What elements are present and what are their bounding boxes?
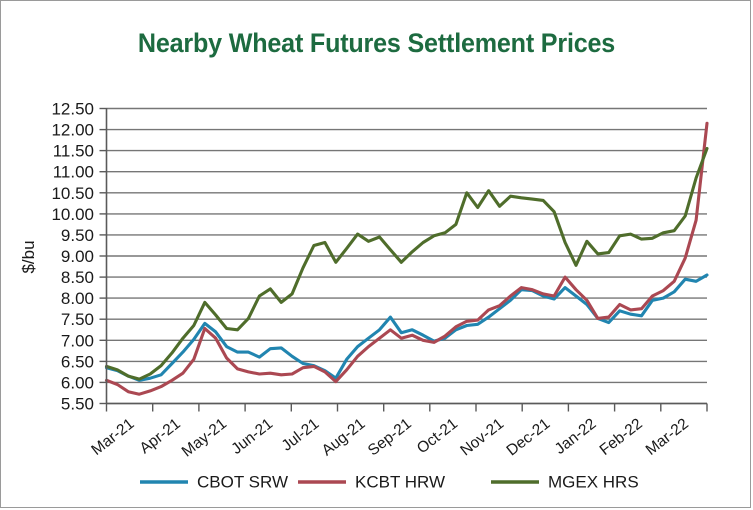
series-line-kcbt-hrw — [104, 121, 709, 396]
y-tick-label: 8.00 — [61, 289, 94, 308]
y-tick-label: 12.50 — [51, 100, 94, 119]
x-tick-label: Dec-21 — [504, 415, 554, 459]
y-tick-label: 7.50 — [61, 310, 94, 329]
y-axis-tick-labels: 12.50 12.00 11.50 11.00 10.50 10.00 9.50 9.00 8.… — [51, 100, 94, 414]
x-tick-label: Aug-21 — [319, 415, 369, 459]
data-series-lines — [104, 121, 709, 396]
series-line-mgex-hrs — [104, 146, 709, 381]
x-axis-tick-marks — [105, 403, 708, 412]
y-tick-label: 10.50 — [51, 184, 94, 203]
y-axis-title: $/bu — [19, 240, 38, 273]
legend-label-cbot-srw: CBOT SRW — [197, 472, 288, 491]
chart-legend: CBOT SRW KCBT HRW MGEX HRS — [140, 472, 639, 491]
gridlines — [99, 107, 707, 405]
x-tick-label: Jan-22 — [552, 415, 600, 458]
legend-label-kcbt-hrw: KCBT HRW — [355, 472, 445, 491]
y-tick-label: 12.00 — [51, 121, 94, 140]
page-title: Nearby Wheat Futures Settlement Prices — [137, 28, 616, 58]
y-tick-label: 11.00 — [53, 163, 94, 182]
y-tick-label: 6.50 — [61, 352, 94, 371]
y-tick-label: 11.50 — [53, 142, 94, 161]
y-tick-label: 6.00 — [61, 373, 94, 392]
x-tick-label: Sep-21 — [365, 415, 415, 459]
y-tick-label: 9.50 — [61, 226, 94, 245]
x-tick-label: Nov-21 — [457, 415, 507, 459]
x-tick-label: Jul-21 — [279, 415, 323, 454]
x-tick-label: Oct-21 — [414, 415, 461, 457]
y-tick-label: 10.00 — [51, 205, 94, 224]
y-tick-label: 9.00 — [61, 247, 94, 266]
x-tick-label: Apr-21 — [137, 415, 184, 457]
x-tick-label: Feb-22 — [597, 415, 646, 459]
legend-label-mgex-hrs: MGEX HRS — [548, 472, 639, 491]
series-line-cbot-srw — [104, 273, 709, 382]
x-tick-label: Jun-21 — [228, 415, 276, 458]
y-tick-label: 7.00 — [61, 331, 94, 350]
y-tick-label: 8.50 — [61, 268, 94, 287]
axis-lines — [105, 108, 707, 405]
x-tick-label: Mar-21 — [88, 415, 137, 459]
y-tick-label: 5.50 — [61, 395, 94, 414]
x-tick-label: Mar-22 — [643, 415, 692, 459]
x-tick-label: May-21 — [179, 415, 230, 460]
